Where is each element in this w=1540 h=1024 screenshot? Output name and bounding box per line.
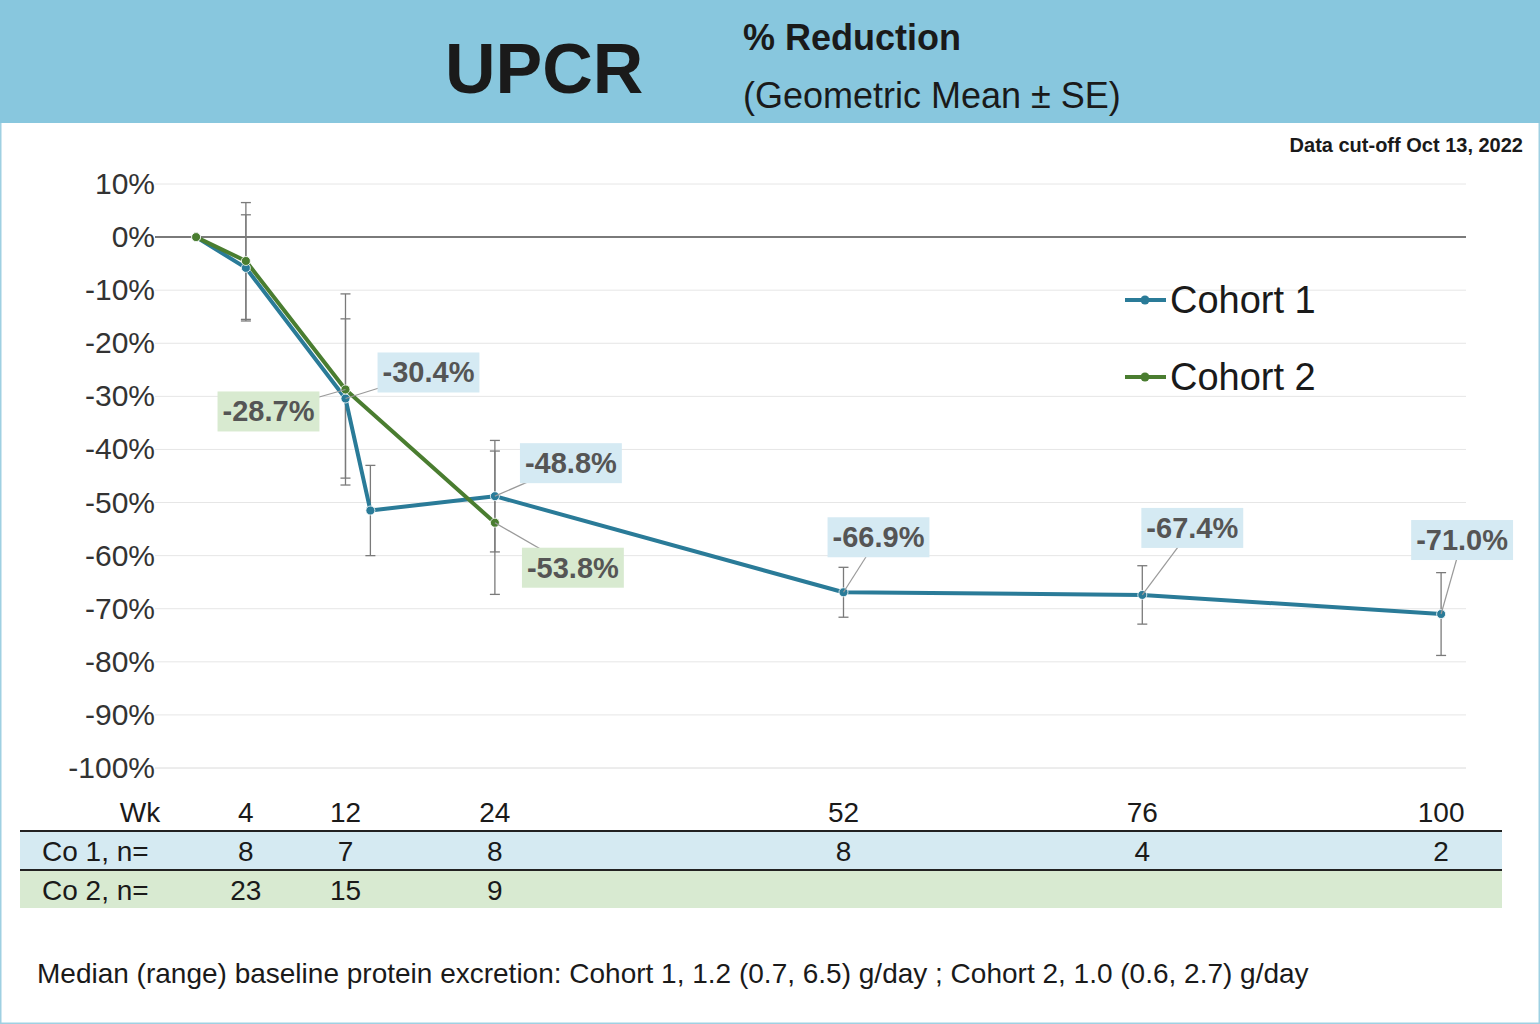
error-cap — [241, 319, 251, 320]
x-tick-label: 4 — [238, 797, 254, 828]
legend-label: Cohort 2 — [1170, 356, 1316, 398]
row-label: Co 1, n= — [42, 836, 149, 867]
marker — [192, 233, 201, 242]
grid-line — [155, 661, 1466, 662]
n-value: 8 — [836, 836, 852, 867]
error-cap — [241, 202, 251, 203]
n-value: 9 — [487, 875, 503, 906]
table-row — [20, 871, 1502, 908]
y-tick-label: -30% — [85, 379, 155, 412]
error-cap — [241, 320, 251, 321]
y-tick-label: -80% — [85, 645, 155, 678]
y-tick-label: -90% — [85, 698, 155, 731]
label-box — [1411, 520, 1513, 560]
table-row — [20, 832, 1502, 869]
data-label: -66.9% — [833, 521, 925, 553]
error-cap — [490, 440, 500, 441]
label-box — [828, 517, 930, 557]
grid-line — [155, 714, 1466, 715]
y-tick-label: 0% — [112, 220, 155, 253]
legend: Cohort 1 Cohort 2 — [1125, 279, 1316, 398]
x-tick-label: 24 — [479, 797, 510, 828]
subtitle: % Reduction — [743, 17, 961, 58]
y-tick-label: -40% — [85, 432, 155, 465]
label-box — [378, 352, 480, 392]
legend-marker — [1141, 296, 1150, 305]
n-value: 23 — [230, 875, 261, 906]
n-value: 8 — [487, 836, 503, 867]
title: UPCR — [445, 30, 643, 108]
y-tick-label: -60% — [85, 539, 155, 572]
chart: UPCR % Reduction (Geometric Mean ± SE) Data… — [0, 0, 1540, 1024]
n-value: 2 — [1433, 836, 1449, 867]
error-cap — [1137, 565, 1147, 566]
error-cap — [1137, 623, 1147, 624]
table-rule — [20, 869, 1502, 871]
row-label: Co 2, n= — [42, 875, 149, 906]
error-cap — [1436, 572, 1446, 573]
label-box — [520, 443, 622, 483]
n-value: 4 — [1135, 836, 1151, 867]
grid-line — [155, 184, 1466, 185]
plot-data — [191, 203, 1446, 656]
marker — [192, 233, 201, 242]
data-label: -67.4% — [1146, 512, 1238, 544]
subtitle: (Geometric Mean ± SE) — [743, 75, 1121, 116]
error-bar — [365, 465, 375, 555]
grid-line — [155, 555, 1466, 556]
y-tick-label: -100% — [68, 751, 155, 784]
y-tick-label: -70% — [85, 592, 155, 625]
y-tick-label: 10% — [95, 167, 155, 200]
x-axis-line — [155, 768, 1466, 769]
grid-line — [155, 768, 1466, 769]
zero-line — [155, 236, 1466, 238]
y-tick-label: -20% — [85, 326, 155, 359]
error-cap — [490, 450, 500, 451]
grid-line — [155, 449, 1466, 450]
grid-line — [155, 608, 1466, 609]
legend-marker — [1141, 373, 1150, 382]
error-cap — [1436, 655, 1446, 656]
error-cap — [340, 293, 350, 294]
x-axis-label: Wk — [120, 797, 161, 828]
y-tick-label: -50% — [85, 486, 155, 519]
x-tick-label: 76 — [1127, 797, 1158, 828]
marker — [241, 256, 250, 265]
legend-label: Cohort 1 — [1170, 279, 1316, 321]
note: Data cut-off Oct 13, 2022 — [1290, 134, 1523, 156]
y-tick-label: -10% — [85, 273, 155, 306]
error-bar — [241, 203, 251, 320]
data-label: -30.4% — [383, 356, 475, 388]
series-line — [196, 237, 1441, 614]
page-border — [1, 1, 1540, 1024]
header-band — [0, 0, 1540, 123]
error-cap — [365, 555, 375, 556]
grid-line — [155, 343, 1466, 344]
data-label: -28.7% — [223, 395, 315, 427]
error-cap — [490, 594, 500, 595]
marker — [366, 506, 375, 515]
series-line — [196, 237, 495, 523]
x-tick-label: 12 — [330, 797, 361, 828]
label-box — [522, 548, 624, 588]
grid — [155, 184, 1466, 768]
error-cap — [365, 465, 375, 466]
data-label: -53.8% — [527, 552, 619, 584]
table-rule — [20, 830, 1502, 832]
grid-line — [155, 502, 1466, 503]
label-box — [1141, 508, 1243, 548]
n-value: 15 — [330, 875, 361, 906]
n-value: 8 — [238, 836, 254, 867]
error-cap — [838, 567, 848, 568]
x-tick-label: 100 — [1418, 797, 1465, 828]
footnote: Median (range) baseline protein excretio… — [37, 958, 1309, 989]
error-cap — [838, 617, 848, 618]
x-tick-label: 52 — [828, 797, 859, 828]
error-cap — [340, 484, 350, 485]
n-value: 7 — [338, 836, 354, 867]
data-labels: -30.4% -48.8% -66.9% -67.4% -71.0% -28.7% -53.… — [218, 352, 1514, 614]
data-label: -71.0% — [1416, 524, 1508, 556]
label-box — [218, 391, 320, 431]
data-label: -48.8% — [525, 447, 617, 479]
